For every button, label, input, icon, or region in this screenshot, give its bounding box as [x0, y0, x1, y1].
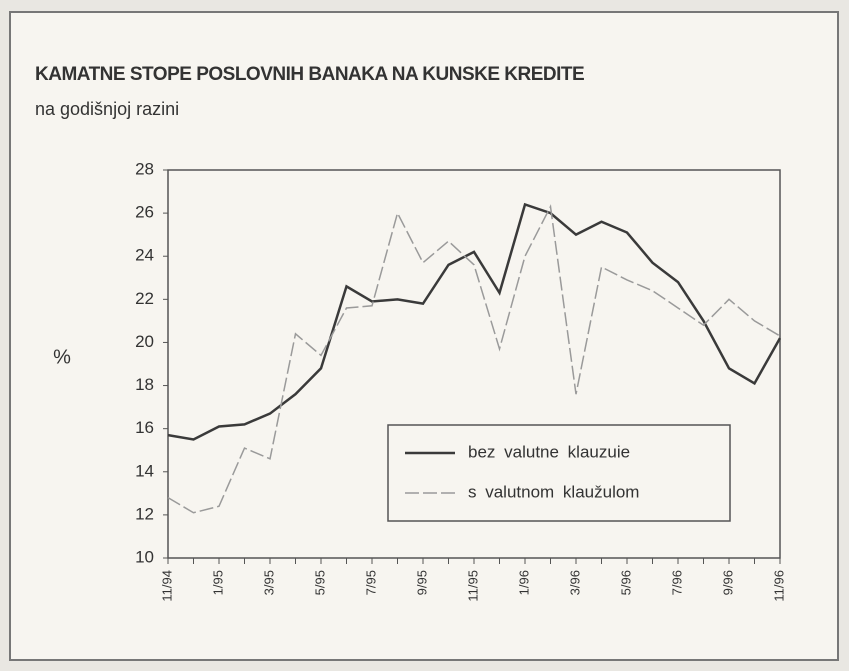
- y-tick-label: 22: [135, 289, 154, 308]
- x-tick-label: 7/95: [363, 570, 378, 595]
- y-tick-label: 14: [135, 461, 154, 480]
- x-tick-label: 11/95: [465, 570, 480, 602]
- legend-label: s valutnom klaužulom: [468, 482, 639, 501]
- series-line: [167, 202, 782, 441]
- x-tick-label: 7/96: [669, 570, 684, 595]
- frame: [9, 11, 839, 661]
- y-tick-label: 20: [135, 332, 154, 351]
- y-tick-label: 16: [135, 418, 154, 437]
- x-tick-label: 5/96: [618, 570, 633, 595]
- x-tick-label: 11/94: [159, 570, 174, 602]
- chart-title: KAMATNE STOPE POSLOVNIH BANAKA NA KUNSKE…: [35, 64, 584, 85]
- y-tick-label: 24: [135, 246, 154, 265]
- y-tick-label: 26: [135, 203, 154, 222]
- y-tick-label: 28: [135, 159, 154, 178]
- x-tick-label: 9/95: [414, 570, 429, 595]
- legend: [387, 424, 731, 522]
- chart-subtitle: na godišnjoj razini: [35, 99, 179, 119]
- y-axis-label: %: [53, 346, 71, 368]
- x-tick-label: 3/95: [261, 570, 276, 595]
- y-tick-label: 10: [135, 547, 154, 566]
- y-tick-label: 12: [135, 504, 154, 523]
- x-tick-label: 5/95: [312, 570, 327, 595]
- x-tick-label: 3/96: [567, 570, 582, 595]
- legend-label: bez valutne klauzuie: [468, 442, 630, 461]
- series-line: [167, 204, 781, 514]
- y-tick-label: 18: [135, 375, 154, 394]
- x-tick-label: 1/96: [516, 570, 531, 595]
- x-tick-label: 9/96: [720, 570, 735, 595]
- x-tick-label: 11/96: [771, 570, 786, 602]
- x-tick-label: 1/95: [210, 570, 225, 595]
